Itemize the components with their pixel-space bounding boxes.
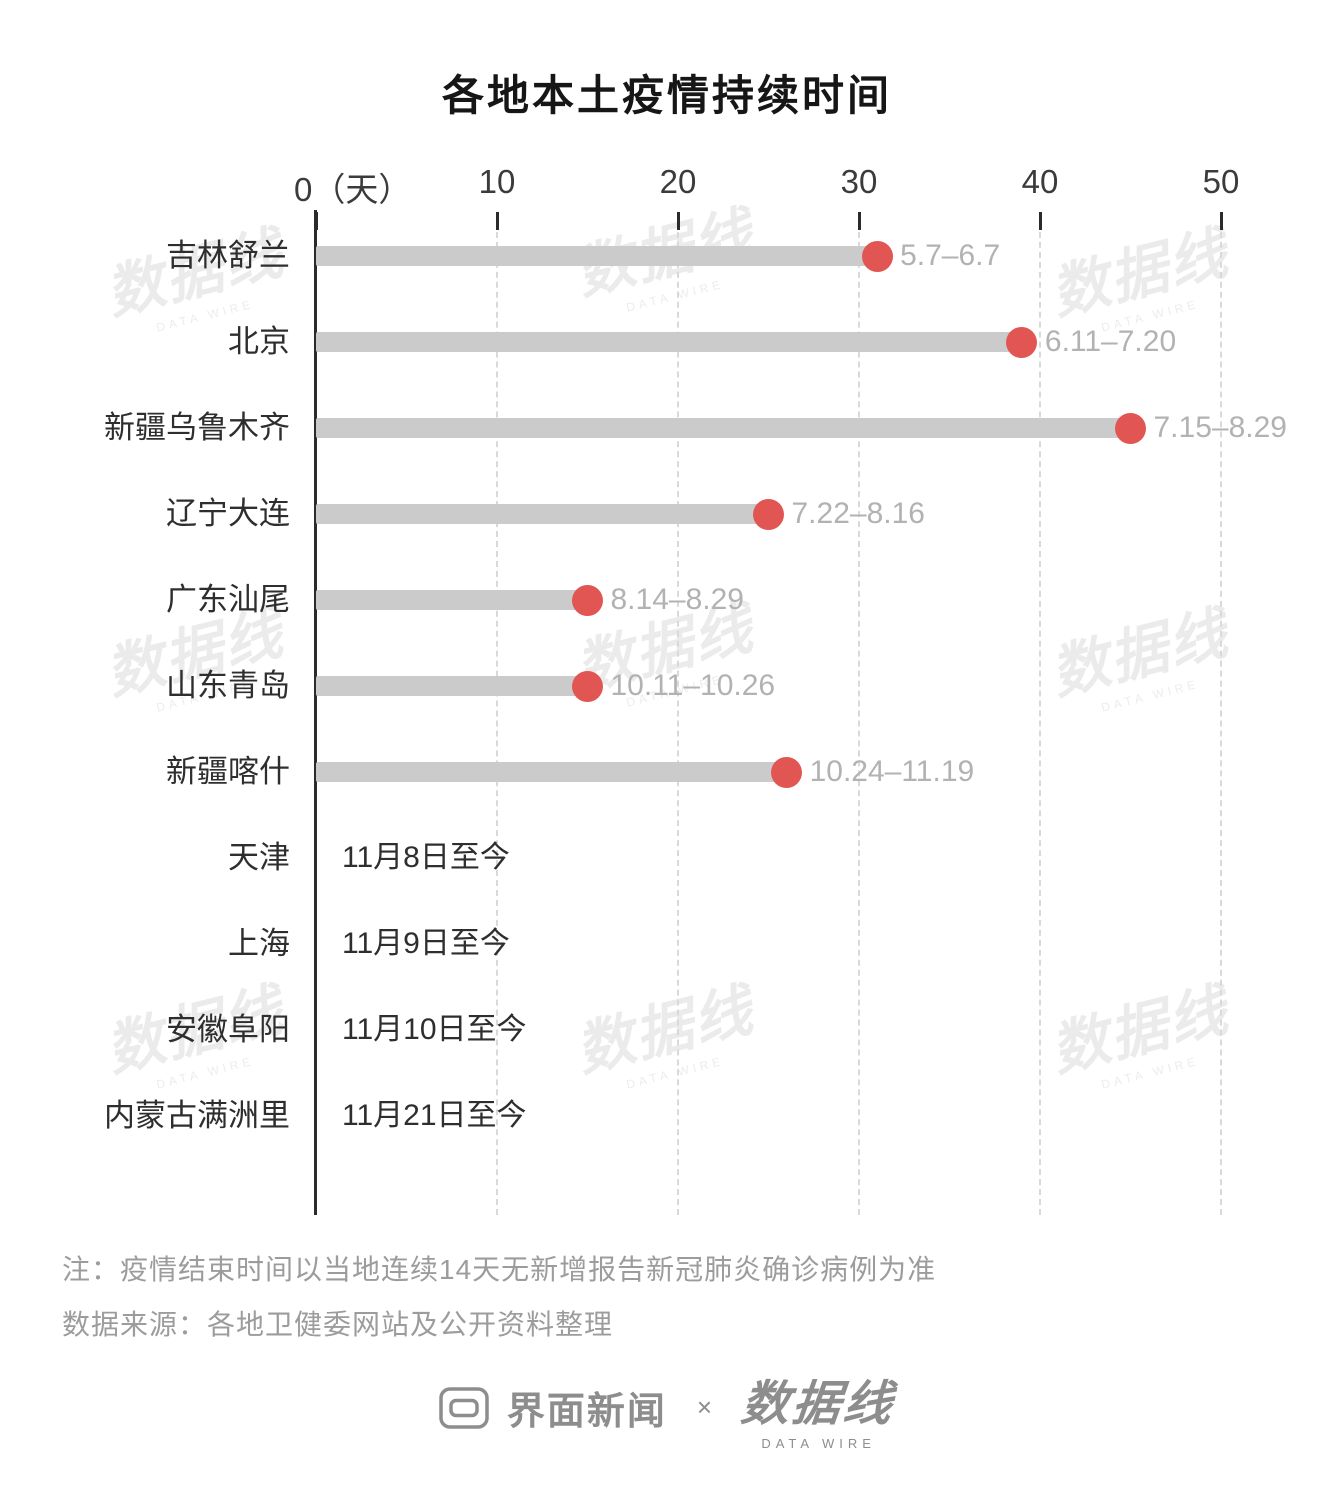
category-label: 内蒙古满洲里 — [104, 1098, 290, 1133]
end-dot — [572, 670, 603, 702]
multiply-separator: × — [696, 1392, 713, 1422]
period-label: 10.11–10.26 — [610, 669, 776, 702]
ongoing-label: 11月9日至今 — [342, 927, 510, 960]
x-tick-label: 0（天） — [294, 171, 412, 208]
gridline — [677, 212, 679, 1215]
end-dot — [1115, 412, 1146, 444]
end-dot — [753, 498, 784, 530]
footnote-definition: 注：疫情结束时间以当地连续14天无新增报告新冠肺炎确诊病例为准 — [62, 1254, 937, 1285]
period-label: 7.22–8.16 — [791, 497, 925, 530]
category-label: 山东青岛 — [166, 668, 290, 703]
period-label: 8.14–8.29 — [610, 583, 744, 616]
tick-mark — [1038, 212, 1042, 230]
period-label: 10.24–11.19 — [809, 755, 975, 788]
category-label: 吉林舒兰 — [166, 238, 290, 273]
duration-bar — [316, 504, 769, 524]
datawire-wordmark: 数据线 — [738, 1378, 898, 1431]
x-tick-label: 50 — [1202, 163, 1240, 200]
ongoing-label: 11月10日至今 — [342, 1013, 527, 1046]
gridline — [496, 212, 498, 1215]
ongoing-label: 11月8日至今 — [342, 841, 510, 874]
y-axis-line — [314, 210, 317, 1215]
tick-mark — [857, 212, 861, 230]
end-dot — [572, 584, 603, 616]
category-label: 新疆乌鲁木齐 — [104, 410, 290, 445]
end-dot — [1006, 326, 1038, 358]
tick-mark — [676, 212, 680, 230]
gridline — [858, 212, 860, 1215]
end-dot — [771, 756, 803, 788]
category-label: 上海 — [228, 926, 290, 961]
category-label: 辽宁大连 — [166, 496, 290, 531]
x-tick-label: 30 — [840, 163, 878, 200]
footer-brands: 界面新闻 × 数据线 DATA WIRE — [0, 1364, 1334, 1451]
category-label: 新疆喀什 — [166, 754, 290, 789]
end-dot — [861, 240, 893, 272]
category-label: 安徽阜阳 — [166, 1012, 290, 1047]
tick-mark — [1219, 212, 1223, 230]
datawire-logo: 数据线 DATA WIRE — [739, 1364, 898, 1451]
jiemian-news-logo-icon — [439, 1386, 489, 1429]
category-label: 天津 — [228, 840, 290, 875]
duration-bar — [316, 246, 878, 266]
category-label: 北京 — [228, 324, 290, 359]
duration-bar — [316, 332, 1022, 352]
gridline — [1039, 212, 1041, 1215]
x-tick-label: 40 — [1021, 163, 1059, 200]
x-tick-label: 20 — [659, 163, 697, 200]
jiemian-news-wordmark: 界面新闻 — [506, 1391, 667, 1433]
datawire-subtitle: DATA WIRE — [761, 1436, 876, 1451]
period-label: 6.11–7.20 — [1044, 325, 1177, 358]
x-tick-label: 10 — [478, 163, 516, 200]
ongoing-label: 11月21日至今 — [342, 1099, 527, 1132]
chart-title: 各地本土疫情持续时间 — [441, 72, 892, 119]
period-label: 5.7–6.7 — [900, 239, 1001, 272]
duration-bar — [316, 590, 588, 610]
footnote-data-source: 数据来源：各地卫健委网站及公开资料整理 — [62, 1309, 614, 1340]
duration-bar — [316, 418, 1131, 438]
period-label: 7.15–8.29 — [1153, 411, 1287, 444]
tick-mark — [495, 212, 499, 230]
category-label: 广东汕尾 — [166, 582, 290, 617]
duration-bar — [316, 676, 588, 696]
duration-bar — [316, 762, 787, 782]
gridline — [1220, 212, 1222, 1215]
